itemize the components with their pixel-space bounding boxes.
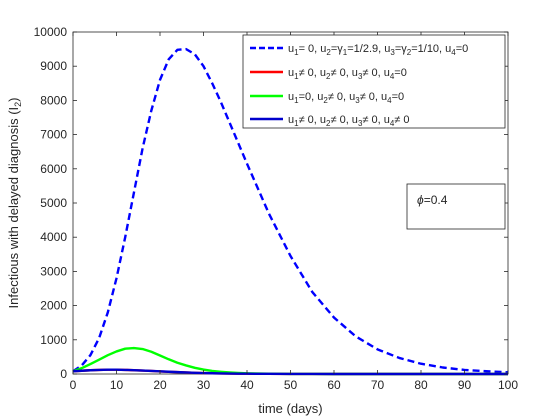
series-line-4 [72, 368, 508, 376]
legend-box [242, 34, 506, 129]
x-tick-label: 90 [458, 378, 472, 392]
legend-subscript: 1 [294, 119, 299, 128]
legend-text-part: ≠ 0, u [328, 91, 355, 103]
legend-label-2: u1≠ 0, u2≠ 0, u3≠ 0, u4=0 [288, 67, 407, 81]
legend-text-part: u [288, 43, 294, 55]
legend-subscript: 1 [294, 72, 299, 81]
x-tick-label: 30 [197, 378, 211, 392]
x-tick-label: 70 [371, 378, 385, 392]
legend-text-part: u [288, 91, 294, 103]
legend-subscript: 2 [326, 48, 331, 57]
legend-subscript: 2 [326, 72, 331, 81]
legend-text-part: ≠ 0, u [330, 114, 357, 126]
legend-text-part: =0 [456, 43, 469, 55]
y-tick-labels: 0 1000 2000 3000 4000 5000 6000 7000 8000 9000 100… [34, 25, 68, 381]
legend-text-part: = 0, u [299, 43, 327, 55]
legend-subscript: 4 [451, 48, 456, 57]
x-tick-label: 0 [70, 378, 77, 392]
legend-label-3: u1=0, u2≠ 0, u3≠ 0, u4=0 [288, 91, 404, 105]
y-axis-label: Infectious with delayed diagnosis (I2) [6, 98, 23, 309]
legend-text-part: ≠ 0, u [360, 91, 387, 103]
legend-subscript: 2 [326, 119, 331, 128]
series-layer [72, 47, 509, 376]
y-axis-label-subscript: 2 [13, 102, 23, 107]
legend-text-part: =γ [331, 43, 343, 55]
legend-text-part: ≠ 0, u [330, 67, 357, 79]
y-tick-label: 5000 [40, 196, 67, 210]
x-tick-label: 40 [240, 378, 254, 392]
legend-subscript: 4 [387, 96, 392, 105]
legend-text-part: =0 [392, 91, 405, 103]
legend-text-part: u [288, 67, 294, 79]
y-tick-label: 2000 [40, 299, 67, 313]
legend-subscript: 3 [358, 119, 363, 128]
legend-subscript: 1 [294, 48, 299, 57]
y-tick-label: 8000 [40, 93, 67, 107]
x-tick-labels: 0 10 20 30 40 50 60 70 80 90 100 [70, 378, 519, 392]
legend-text-part: ≠ 0, u [362, 67, 389, 79]
y-tick-label: 10000 [34, 25, 68, 39]
legend-text-part: ≠ 0, u [299, 67, 326, 79]
y-tick-label: 3000 [40, 264, 67, 278]
x-tick-label: 60 [327, 378, 341, 392]
legend-text-part: u [288, 114, 294, 126]
legend-subscript: 2 [407, 48, 412, 57]
legend-label-1: u1= 0, u2=γ1=1/2.9, u3=γ2=1/10, u4=0 [288, 43, 468, 57]
legend-text-part: ≠ 0, u [362, 114, 389, 126]
y-tick-label: 6000 [40, 162, 67, 176]
y-tick-label: 9000 [40, 59, 67, 73]
legend: u1= 0, u2=γ1=1/2.9, u3=γ2=1/10, u4=0u1≠ … [242, 34, 506, 129]
y-tick-label: 4000 [40, 230, 67, 244]
legend-subscript: 3 [358, 72, 363, 81]
x-axis-label: time (days) [258, 401, 322, 416]
legend-text-part: =0 [394, 67, 407, 79]
legend-text-part: ≠ 0 [394, 114, 409, 126]
x-tick-label: 10 [110, 378, 124, 392]
legend-subscript: 1 [294, 96, 299, 105]
legend-subscript: 3 [390, 48, 395, 57]
legend-subscript: 4 [390, 119, 395, 128]
x-tick-label: 50 [284, 378, 298, 392]
x-tick-label: 100 [498, 378, 518, 392]
legend-text-part: =γ [395, 43, 407, 55]
y-tick-label: 0 [60, 367, 67, 381]
legend-subscript: 2 [323, 96, 328, 105]
legend-text-part: =0, u [299, 91, 324, 103]
legend-text-part: =1/10, u [411, 43, 451, 55]
legend-text-part: =1/2.9, u [347, 43, 390, 55]
legend-subscript: 3 [355, 96, 360, 105]
annotation-box [406, 183, 506, 230]
legend-entries: u1= 0, u2=γ1=1/2.9, u3=γ2=1/10, u4=0u1≠ … [250, 43, 468, 128]
legend-label-4: u1≠ 0, u2≠ 0, u3≠ 0, u4≠ 0 [288, 114, 410, 128]
phi-annotation: ϕ=0.4 [406, 183, 506, 230]
y-tick-label: 1000 [40, 333, 67, 347]
series-line-1 [72, 47, 509, 374]
legend-text-part: ≠ 0, u [299, 114, 326, 126]
annotation-text: ϕ=0.4 [417, 193, 448, 207]
x-tick-label: 80 [414, 378, 428, 392]
y-tick-label: 7000 [40, 128, 67, 142]
legend-subscript: 1 [343, 48, 348, 57]
x-tick-label: 20 [153, 378, 167, 392]
legend-subscript: 4 [390, 72, 395, 81]
